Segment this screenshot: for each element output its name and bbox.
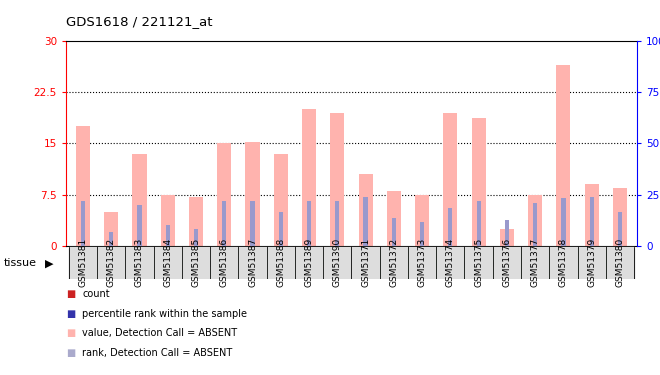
Bar [589, 196, 594, 246]
Bar [189, 196, 203, 246]
FancyBboxPatch shape [578, 246, 606, 279]
Text: GSM51390: GSM51390 [333, 238, 342, 287]
Text: GSM51379: GSM51379 [587, 238, 596, 287]
Text: GSM51376: GSM51376 [502, 238, 512, 287]
Text: GSM51382: GSM51382 [107, 238, 115, 287]
Text: GSM51384: GSM51384 [163, 238, 172, 287]
Bar [194, 229, 198, 246]
Bar [444, 113, 457, 246]
Bar [415, 195, 429, 246]
FancyBboxPatch shape [295, 246, 323, 279]
Bar [556, 65, 570, 246]
Text: rank, Detection Call = ABSENT: rank, Detection Call = ABSENT [82, 348, 233, 358]
Bar [307, 201, 311, 246]
Text: GSM51377: GSM51377 [531, 238, 540, 287]
Text: ■: ■ [66, 328, 75, 338]
FancyBboxPatch shape [351, 248, 634, 279]
FancyBboxPatch shape [493, 246, 521, 279]
Bar [217, 144, 232, 246]
Text: GSM51386: GSM51386 [220, 238, 229, 287]
FancyBboxPatch shape [238, 246, 267, 279]
Bar [477, 201, 480, 246]
FancyBboxPatch shape [606, 246, 634, 279]
Text: GSM51389: GSM51389 [304, 238, 313, 287]
FancyBboxPatch shape [436, 246, 465, 279]
Text: count: count [82, 290, 110, 299]
Text: tonsil: tonsil [193, 257, 227, 270]
FancyBboxPatch shape [182, 246, 210, 279]
FancyBboxPatch shape [379, 246, 408, 279]
Bar [471, 117, 486, 246]
Text: ■: ■ [66, 348, 75, 358]
Bar [166, 225, 170, 246]
Bar [618, 211, 622, 246]
Bar [279, 211, 283, 246]
Bar [448, 208, 453, 246]
Bar [133, 154, 147, 246]
Bar [330, 113, 345, 246]
FancyBboxPatch shape [210, 246, 238, 279]
Text: GSM51373: GSM51373 [418, 238, 426, 287]
FancyBboxPatch shape [97, 246, 125, 279]
Bar [160, 195, 175, 246]
FancyBboxPatch shape [465, 246, 493, 279]
Text: GSM51381: GSM51381 [79, 238, 88, 287]
Text: GSM51380: GSM51380 [615, 238, 624, 287]
Text: GSM51383: GSM51383 [135, 238, 144, 287]
Text: GSM51371: GSM51371 [361, 238, 370, 287]
Bar [533, 203, 537, 246]
Bar [364, 196, 368, 246]
Text: GSM51374: GSM51374 [446, 238, 455, 287]
FancyBboxPatch shape [69, 248, 351, 279]
Text: tissue: tissue [3, 258, 36, 268]
Bar [302, 110, 316, 246]
Text: GSM51388: GSM51388 [277, 238, 285, 287]
FancyBboxPatch shape [69, 246, 97, 279]
Bar [222, 201, 226, 246]
Bar [500, 229, 514, 246]
Bar [335, 201, 339, 246]
Bar [561, 198, 566, 246]
Text: ■: ■ [66, 290, 75, 299]
Bar [104, 211, 118, 246]
Text: GDS1618 / 221121_at: GDS1618 / 221121_at [66, 15, 213, 28]
FancyBboxPatch shape [323, 246, 351, 279]
Text: ▶: ▶ [45, 258, 53, 268]
Bar [505, 220, 509, 246]
Text: lymph node: lymph node [456, 257, 530, 270]
Text: ■: ■ [66, 309, 75, 319]
Text: value, Detection Call = ABSENT: value, Detection Call = ABSENT [82, 328, 238, 338]
FancyBboxPatch shape [154, 246, 182, 279]
Bar [274, 154, 288, 246]
FancyBboxPatch shape [408, 246, 436, 279]
Bar [137, 205, 142, 246]
FancyBboxPatch shape [521, 246, 549, 279]
Bar [250, 201, 255, 246]
Text: GSM51372: GSM51372 [389, 238, 399, 287]
Bar [420, 222, 424, 246]
Bar [246, 142, 259, 246]
Text: GSM51387: GSM51387 [248, 238, 257, 287]
Bar [528, 195, 543, 246]
Bar [585, 184, 599, 246]
Bar [109, 232, 114, 246]
Text: GSM51385: GSM51385 [191, 238, 201, 287]
Bar [358, 174, 373, 246]
FancyBboxPatch shape [549, 246, 578, 279]
Text: percentile rank within the sample: percentile rank within the sample [82, 309, 248, 319]
Bar [76, 126, 90, 246]
Text: GSM51378: GSM51378 [559, 238, 568, 287]
FancyBboxPatch shape [351, 246, 379, 279]
Bar [613, 188, 627, 246]
Bar [81, 201, 85, 246]
FancyBboxPatch shape [267, 246, 295, 279]
Bar [387, 191, 401, 246]
FancyBboxPatch shape [125, 246, 154, 279]
Text: GSM51375: GSM51375 [474, 238, 483, 287]
Bar [392, 218, 396, 246]
